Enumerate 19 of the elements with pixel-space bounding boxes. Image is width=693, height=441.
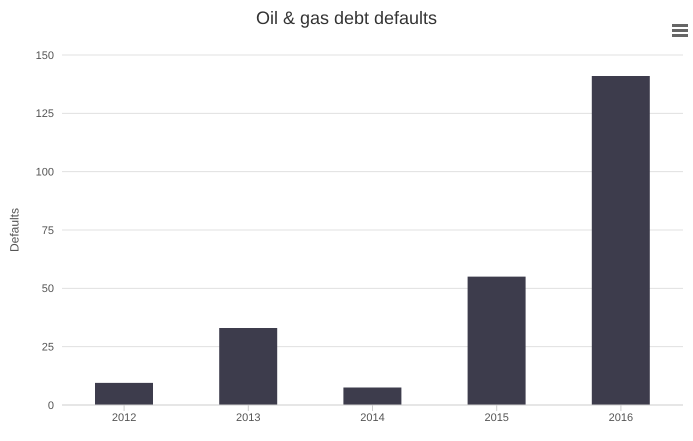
- y-axis-title: Defaults: [7, 208, 22, 252]
- y-tick-label: 25: [42, 342, 54, 354]
- y-tick-label: 50: [42, 283, 54, 296]
- y-tick-label: 75: [42, 224, 54, 237]
- x-tick-label: 2012: [112, 412, 136, 424]
- bar: [468, 276, 526, 405]
- y-tick-label: 100: [36, 166, 54, 179]
- y-tick-label: 125: [36, 108, 54, 120]
- bar: [343, 388, 402, 405]
- bar: [95, 382, 153, 405]
- x-tick-label: 2016: [608, 412, 634, 424]
- bar: [592, 76, 650, 405]
- chart-title: Oil & gas debt defaults: [254, 8, 438, 29]
- x-tick-label: 2013: [236, 412, 261, 424]
- x-tick-label: 2015: [484, 412, 509, 424]
- bar: [219, 328, 278, 405]
- x-tick-label: 2014: [360, 412, 385, 424]
- y-tick-label: 0: [48, 400, 54, 412]
- y-tick-label: 150: [36, 50, 54, 62]
